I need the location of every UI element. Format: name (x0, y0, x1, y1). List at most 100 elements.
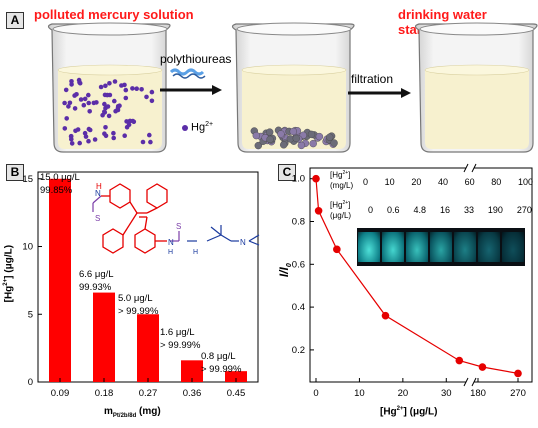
line-chart: 0 10 20 30 180 270 0.2 0.4 0.6 0.8 1.0 (292, 163, 533, 399)
inset-row2-value: 190 (487, 205, 503, 215)
axis-break-mark (463, 163, 469, 173)
axis-break-gap (466, 164, 474, 172)
inset-row2-label: [Hg2+] (μg/L) (330, 200, 352, 220)
hg-ion-dot (76, 77, 82, 83)
panel-a-illustration (47, 22, 538, 153)
beaker-clean (414, 22, 538, 153)
vial (502, 232, 524, 262)
vial (382, 232, 404, 262)
hg-ion-dot (67, 100, 73, 106)
y-tick-label: 0.8 (292, 217, 305, 228)
hg-ion-dot (98, 84, 104, 90)
bar (137, 314, 159, 382)
x-tick-label: 20 (398, 388, 409, 399)
hg-ion-dot (64, 116, 69, 121)
hg-ion-dot (82, 96, 88, 102)
x-tick-label: 10 (354, 388, 365, 399)
inset-row1-value: 100 (517, 177, 533, 187)
hg-ion-dot (112, 98, 117, 104)
vial (358, 232, 380, 262)
hg-ion-dot (147, 132, 152, 138)
data-point (455, 356, 464, 365)
hg-ion-dot (127, 118, 133, 124)
data-point (381, 311, 390, 320)
hg-ion-dot (62, 100, 67, 106)
inset-row2-values: 0 0.6 4.8 16 33 190 270 (368, 205, 532, 215)
line-chart-xlabel: [Hg2+] (μg/L) (380, 406, 438, 418)
hg-ion-dot (139, 87, 144, 92)
svg-text:S: S (95, 214, 100, 223)
hg-ion-dot (103, 125, 108, 130)
sediment-particle (297, 141, 306, 150)
hg-ion-dot (119, 83, 124, 88)
hg-ion-dot (86, 92, 91, 98)
y-tick-label: 0.6 (292, 259, 305, 270)
data-point (514, 369, 522, 378)
hg-ion-dot (123, 95, 129, 101)
hg-ion-dot (82, 130, 88, 136)
svg-text:N: N (240, 238, 246, 247)
sediment-particle (277, 130, 285, 138)
vial (406, 232, 428, 262)
x-tick-label: 0.18 (95, 388, 114, 399)
panel-a-tag: A (6, 12, 24, 29)
axis-break-mark (471, 163, 477, 173)
hg-ion-dot (103, 133, 109, 139)
y-tick-label: 5 (28, 309, 33, 320)
arrow-polythioureas (160, 68, 222, 95)
panel-b-tag: B (6, 164, 24, 181)
line-chart-ylabel: I/I0 (276, 263, 294, 278)
vial (478, 232, 500, 262)
bar-label-2: 6.6 μg/L 99.93% (79, 269, 114, 293)
hg-ion-dot (111, 135, 116, 141)
hg-ion-dot (69, 82, 74, 87)
y-tick-label: 1.0 (292, 174, 305, 185)
bar (49, 178, 71, 382)
axis-break-gap (466, 378, 474, 386)
hg-ion-dot (86, 138, 91, 144)
sediment-particle (280, 141, 288, 149)
hg-ion-dot (68, 134, 74, 139)
hg-ion-dot (102, 109, 107, 114)
bar-label-1: 15.0 μg/L 99.85% (40, 172, 80, 196)
x-tick-label: 0.36 (183, 388, 202, 399)
sediment-particle (266, 135, 274, 144)
vial (430, 232, 452, 262)
hg-ion-dot (73, 128, 78, 134)
inset-row2-value: 270 (516, 205, 532, 215)
hg-ion-dot (81, 102, 87, 108)
inset-row1-value: 80 (491, 177, 502, 187)
hg-ion-dot (63, 87, 69, 93)
x-tick-label: 30 (441, 388, 452, 399)
hg-ion-dot (112, 79, 118, 84)
inset-row1-label: [Hg2+] (mg/L) (330, 170, 354, 190)
inset-row2-value: 4.8 (413, 205, 426, 215)
x-tick-label: 0 (313, 388, 318, 399)
hg-ion-dot (107, 81, 112, 86)
y-tick-label: 0.4 (292, 302, 305, 313)
hg-ion-dot (126, 122, 132, 127)
bar-label-4: 1.6 μg/L > 99.99% (160, 327, 201, 351)
svg-text:N: N (95, 189, 101, 198)
hg-ion-dot (86, 100, 91, 106)
vial (454, 232, 476, 262)
hg-ion-dot (148, 139, 153, 145)
hg-ion-dot (115, 107, 121, 113)
hg-legend-label: Hg2+ (191, 121, 214, 134)
inset-row1-value: 20 (411, 177, 422, 187)
sediment-particle (315, 132, 324, 141)
bar (93, 292, 115, 382)
hg-ion-dot (74, 92, 79, 97)
inset-row1-value: 40 (437, 177, 448, 187)
hg-ion-dot (77, 140, 82, 146)
sediment-particle (309, 139, 317, 148)
inset-row1-value: 0 (363, 177, 369, 187)
hg-ion-dot (130, 86, 135, 91)
hg-ion-dot (72, 106, 78, 111)
hg-ion-dot (105, 104, 111, 109)
inset-row1-value: 10 (384, 177, 395, 187)
hg-ion-dot (149, 98, 155, 104)
hg-ion-dot (69, 141, 75, 146)
arrow-filtration (348, 88, 411, 98)
y-tick-label: 10 (22, 242, 33, 253)
